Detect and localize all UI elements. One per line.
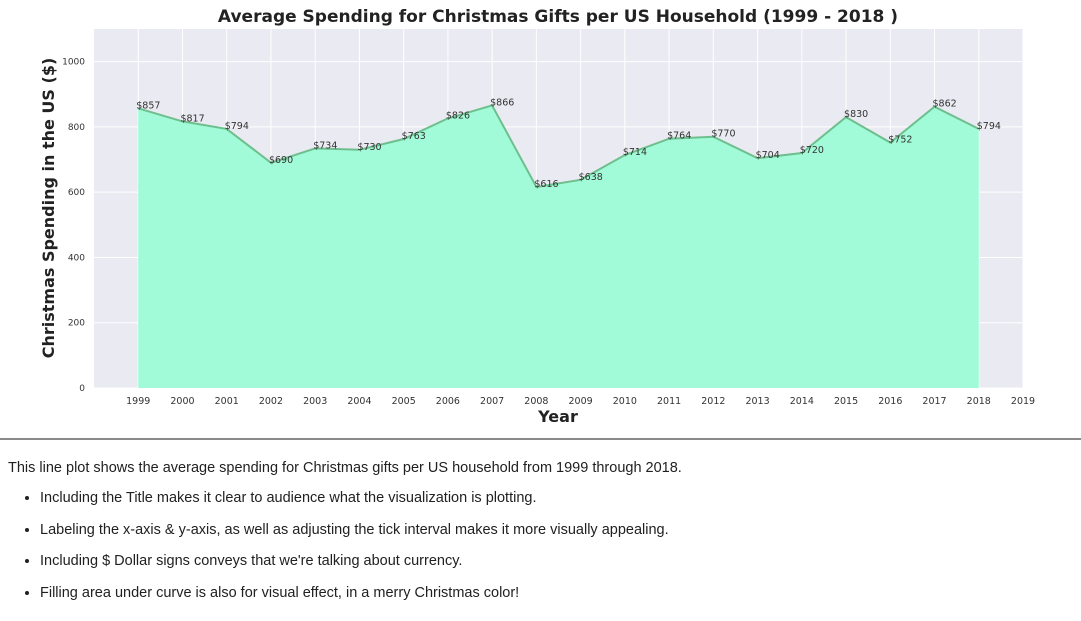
data-label: $857	[136, 100, 160, 111]
data-label: $826	[446, 110, 470, 121]
x-tick-label: 2013	[745, 396, 769, 407]
y-tick-label: 1000	[62, 58, 85, 68]
data-labels: $857 $817 $794 $690 $734 $730 $763 $826 $866 $616…	[136, 97, 1001, 190]
data-label: $734	[313, 140, 337, 151]
output-divider	[0, 438, 1081, 440]
y-tick-label: 200	[68, 319, 85, 329]
x-tick-label: 2008	[524, 396, 548, 407]
list-item: Including $ Dollar signs conveys that we…	[40, 551, 1068, 571]
y-tick-label: 800	[68, 123, 85, 133]
x-tick-label: 2002	[259, 396, 283, 407]
data-label: $616	[534, 179, 558, 190]
data-label: $862	[933, 99, 957, 110]
y-tick-label: 400	[68, 253, 85, 263]
chart-title: Average Spending for Christmas Gifts per…	[218, 7, 898, 27]
series-line	[137, 104, 980, 189]
data-label: $690	[269, 155, 293, 166]
data-label: $730	[357, 142, 381, 153]
list-item: Labeling the x-axis & y-axis, as well as…	[40, 520, 1068, 540]
data-label: $764	[667, 131, 691, 142]
x-tick-label: 2016	[878, 396, 902, 407]
data-label: $817	[180, 113, 204, 124]
x-tick-labels: 1999 2000 2001 2002 2003 2004 2005 2006 2007 2008…	[126, 396, 1035, 407]
area-fill	[138, 105, 979, 389]
data-label: $763	[402, 131, 426, 142]
y-tick-labels: 0 200 400 600 800 1000	[62, 58, 85, 394]
data-label: $704	[756, 150, 780, 161]
x-tick-label: 2005	[392, 396, 416, 407]
x-tick-label: 2006	[436, 396, 460, 407]
x-tick-label: 2000	[170, 396, 194, 407]
chart-output: Average Spending for Christmas Gifts per…	[39, 7, 1035, 426]
data-label: $714	[623, 147, 647, 158]
y-tick-label: 600	[68, 188, 85, 198]
data-label: $720	[800, 145, 824, 156]
x-tick-label: 2019	[1011, 396, 1035, 407]
x-tick-label: 2017	[922, 396, 946, 407]
x-tick-label: 2010	[613, 396, 637, 407]
x-tick-label: 2004	[347, 396, 371, 407]
data-label: $638	[579, 172, 603, 183]
y-tick-label: 0	[79, 384, 85, 394]
x-tick-label: 2011	[657, 396, 681, 407]
x-tick-label: 2003	[303, 396, 327, 407]
area-chart: Average Spending for Christmas Gifts per…	[39, 7, 1035, 426]
x-tick-label: 2014	[790, 396, 814, 407]
list-item: Filling area under curve is also for vis…	[40, 583, 1068, 603]
data-label: $752	[888, 135, 912, 146]
data-label: $830	[844, 109, 868, 120]
notes-list: Including the Title makes it clear to au…	[8, 488, 1068, 603]
x-tick-label: 2009	[569, 396, 593, 407]
x-axis-label: Year	[537, 407, 578, 426]
x-tick-label: 2015	[834, 396, 858, 407]
intro-text: This line plot shows the average spendin…	[8, 460, 682, 476]
x-tick-label: 2007	[480, 396, 504, 407]
y-axis-label: Christmas Spending in the US ($)	[39, 58, 58, 359]
data-label: $866	[490, 97, 514, 108]
x-tick-label: 2001	[215, 396, 239, 407]
data-label: $794	[225, 121, 249, 132]
data-label: $794	[977, 121, 1001, 132]
x-tick-label: 2012	[701, 396, 725, 407]
markdown-notes: This line plot shows the average spendin…	[8, 458, 1068, 614]
x-tick-label: 2018	[967, 396, 991, 407]
x-tick-label: 1999	[126, 396, 150, 407]
data-label: $770	[711, 129, 735, 140]
list-item: Including the Title makes it clear to au…	[40, 488, 1068, 508]
